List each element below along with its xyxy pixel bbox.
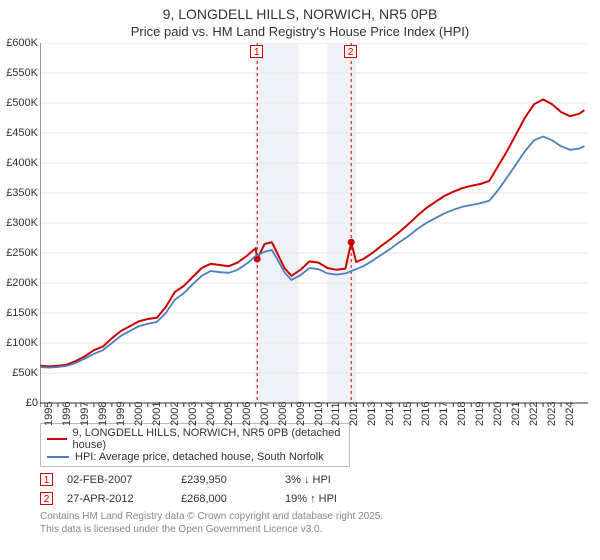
chart-marker-icon: 1	[250, 45, 263, 58]
tx-diff: 19% ↑ HPI	[285, 493, 395, 505]
legend-row-hpi: HPI: Average price, detached house, Sout…	[47, 451, 343, 463]
x-axis-tick: 2010	[313, 402, 325, 426]
footer: Contains HM Land Registry data © Crown c…	[40, 511, 600, 536]
x-axis-tick: 2008	[277, 402, 289, 426]
x-axis-tick: 2003	[187, 402, 199, 426]
chart-svg	[40, 43, 600, 413]
x-axis-tick: 2013	[366, 402, 378, 426]
legend-label-price: 9, LONGDELL HILLS, NORWICH, NR5 0PB (det…	[73, 427, 343, 451]
x-axis-tick: 1996	[61, 402, 73, 426]
x-axis-tick: 2019	[474, 402, 486, 426]
x-axis-tick: 2000	[133, 402, 145, 426]
y-axis-tick: £50K	[0, 367, 38, 379]
x-axis-tick: 2002	[169, 402, 181, 426]
chart-subtitle: Price paid vs. HM Land Registry's House …	[0, 22, 600, 43]
y-axis-tick: £100K	[0, 337, 38, 349]
x-axis-tick: 2007	[259, 402, 271, 426]
transaction-row: 2 27-APR-2012 £268,000 19% ↑ HPI	[40, 492, 600, 505]
legend: 9, LONGDELL HILLS, NORWICH, NR5 0PB (det…	[40, 423, 350, 467]
marker-icon: 2	[40, 492, 53, 505]
transactions: 1 02-FEB-2007 £239,950 3% ↓ HPI 2 27-APR…	[40, 473, 600, 505]
x-axis-tick: 2001	[151, 402, 163, 426]
marker-icon: 1	[40, 473, 53, 486]
x-axis-tick: 2015	[402, 402, 414, 426]
chart-marker-icon: 2	[344, 45, 357, 58]
y-axis-tick: £250K	[0, 247, 38, 259]
x-axis-tick: 2018	[456, 402, 468, 426]
tx-diff: 3% ↓ HPI	[285, 474, 395, 486]
x-axis-tick: 2004	[205, 402, 217, 426]
x-axis-tick: 2024	[564, 402, 576, 426]
footer-line2: This data is licensed under the Open Gov…	[40, 524, 600, 537]
y-axis-tick: £450K	[0, 127, 38, 139]
legend-label-hpi: HPI: Average price, detached house, Sout…	[75, 451, 324, 463]
tx-price: £239,950	[181, 474, 271, 486]
x-axis-tick: 1995	[43, 402, 55, 426]
x-axis-tick: 1999	[115, 402, 127, 426]
tx-price: £268,000	[181, 493, 271, 505]
x-axis-tick: 2005	[223, 402, 235, 426]
chart-title: 9, LONGDELL HILLS, NORWICH, NR5 0PB	[0, 0, 600, 22]
x-axis-tick: 2021	[510, 402, 522, 426]
tx-date: 02-FEB-2007	[67, 474, 167, 486]
legend-swatch-price	[47, 438, 67, 440]
x-axis-tick: 2012	[348, 402, 360, 426]
y-axis-tick: £0	[0, 397, 38, 409]
x-axis-tick: 2022	[528, 402, 540, 426]
y-axis-tick: £300K	[0, 217, 38, 229]
y-axis-tick: £500K	[0, 97, 38, 109]
x-axis-tick: 2016	[420, 402, 432, 426]
footer-line1: Contains HM Land Registry data © Crown c…	[40, 511, 600, 524]
x-axis-tick: 2011	[330, 402, 342, 426]
x-axis-tick: 2009	[295, 402, 307, 426]
y-axis-tick: £350K	[0, 187, 38, 199]
x-axis-tick: 2023	[546, 402, 558, 426]
legend-row-price: 9, LONGDELL HILLS, NORWICH, NR5 0PB (det…	[47, 427, 343, 451]
x-axis-tick: 2017	[438, 402, 450, 426]
x-axis-tick: 2006	[241, 402, 253, 426]
chart-area: £0£50K£100K£150K£200K£250K£300K£350K£400…	[40, 43, 600, 413]
transaction-row: 1 02-FEB-2007 £239,950 3% ↓ HPI	[40, 473, 600, 486]
y-axis-tick: £400K	[0, 157, 38, 169]
y-axis-tick: £600K	[0, 37, 38, 49]
x-axis-tick: 2020	[492, 402, 504, 426]
y-axis-tick: £200K	[0, 277, 38, 289]
y-axis-tick: £150K	[0, 307, 38, 319]
legend-swatch-hpi	[47, 456, 69, 458]
x-axis-tick: 1997	[79, 402, 91, 426]
tx-date: 27-APR-2012	[67, 493, 167, 505]
x-axis-tick: 1998	[97, 402, 109, 426]
x-axis-tick: 2014	[384, 402, 396, 426]
y-axis-tick: £550K	[0, 67, 38, 79]
